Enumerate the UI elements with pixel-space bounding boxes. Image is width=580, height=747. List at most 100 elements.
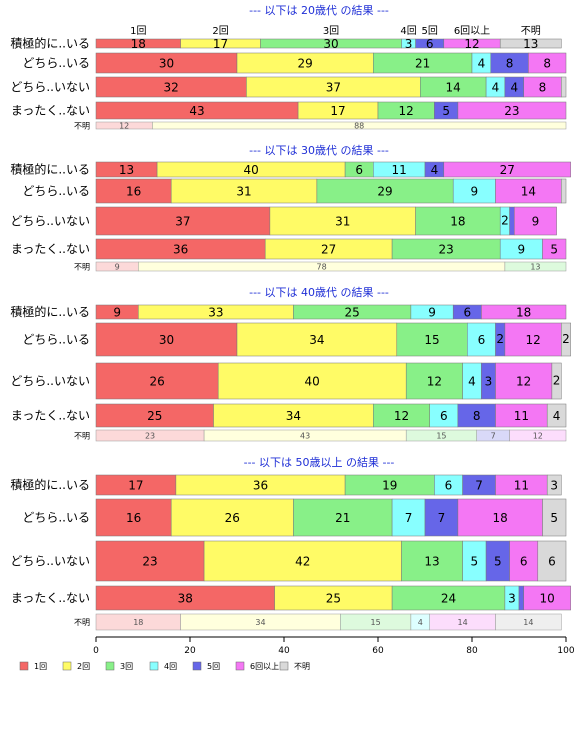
segment-value-label: 42 bbox=[295, 554, 310, 568]
segment-value-label: 8 bbox=[473, 409, 481, 423]
bar-segment bbox=[203, 540, 402, 582]
segment-value-label: 9 bbox=[532, 214, 540, 228]
bar-segment bbox=[523, 585, 571, 611]
top-category-label: 4回 bbox=[400, 25, 416, 37]
bar-segment bbox=[499, 38, 562, 49]
segment-value-label: 23 bbox=[142, 554, 157, 568]
group-title: --- 以下は 30歳代 の結果 --- bbox=[249, 143, 389, 157]
legend-label: 不明 bbox=[294, 662, 310, 671]
segment-value-label: 27 bbox=[321, 242, 336, 256]
segment-value-label: 24 bbox=[441, 591, 456, 605]
segment-value-label: 4 bbox=[553, 409, 561, 423]
unknown-segment-value-label: 12 bbox=[533, 432, 543, 441]
segment-value-label: 9 bbox=[518, 242, 526, 256]
segment-value-label: 13 bbox=[424, 554, 439, 568]
segment-value-label: 43 bbox=[189, 104, 204, 118]
segment-value-label: 25 bbox=[326, 591, 341, 605]
segment-value-label: 8 bbox=[543, 56, 551, 70]
segment-value-label: 40 bbox=[243, 163, 258, 177]
segment-value-label: 36 bbox=[253, 478, 268, 492]
segment-value-label: 25 bbox=[345, 305, 360, 319]
segment-value-label: 26 bbox=[149, 374, 164, 388]
bar-row: どちら..いない 26 40 12 4 3 12 2 bbox=[10, 362, 562, 400]
unknown-segment-value-label: 15 bbox=[371, 618, 381, 627]
segment-value-label: 4 bbox=[510, 80, 518, 94]
unknown-bar-segment bbox=[509, 429, 567, 442]
row-label: どちら..いない bbox=[10, 80, 90, 94]
bar-row: まったく..ない 36 27 23 9 5 bbox=[11, 238, 567, 260]
x-tick-label: 20 bbox=[184, 646, 196, 656]
row-label: まったく..ない bbox=[11, 104, 90, 118]
legend-label: 2回 bbox=[77, 662, 90, 671]
unknown-segment-value-label: 14 bbox=[458, 618, 468, 627]
bar-segment bbox=[518, 585, 524, 611]
segment-value-label: 18 bbox=[450, 214, 465, 228]
segment-value-label: 18 bbox=[131, 37, 146, 51]
segment-value-label: 8 bbox=[539, 80, 547, 94]
segment-value-label: 8 bbox=[506, 56, 514, 70]
bar-segment bbox=[391, 498, 426, 537]
row-label: どちら..いる bbox=[22, 56, 90, 70]
row-label: まったく..ない bbox=[11, 409, 90, 423]
bar-row: まったく..ない 38 25 24 3 10 bbox=[11, 585, 571, 611]
bar-segment bbox=[561, 322, 571, 357]
segment-value-label: 11 bbox=[514, 478, 529, 492]
segment-value-label: 13 bbox=[523, 37, 538, 51]
bar-segment bbox=[546, 474, 562, 496]
segment-value-label: 2 bbox=[562, 332, 570, 346]
segment-value-label: 4 bbox=[478, 56, 486, 70]
bar-segment bbox=[95, 362, 219, 400]
segment-value-label: 5 bbox=[550, 511, 558, 525]
unknown-segment-value-label: 13 bbox=[530, 263, 540, 272]
segment-value-label: 26 bbox=[225, 511, 240, 525]
segment-value-label: 12 bbox=[394, 409, 409, 423]
segment-value-label: 23 bbox=[439, 242, 454, 256]
row-label: 積極的に..いる bbox=[10, 162, 90, 177]
row-label: どちら..いる bbox=[22, 511, 90, 525]
segment-value-label: 14 bbox=[446, 80, 461, 94]
bar-segment bbox=[457, 101, 567, 120]
legend-swatch bbox=[105, 661, 115, 671]
legend-label: 3回 bbox=[120, 662, 133, 671]
segment-value-label: 6 bbox=[355, 163, 363, 177]
bar-segment bbox=[514, 206, 557, 236]
bar-row: 積極的に..いる 18 17 30 3 6 12 13 bbox=[10, 36, 562, 51]
bar-segment bbox=[542, 238, 567, 260]
unknown-bar-segment bbox=[495, 613, 562, 631]
segment-value-label: 16 bbox=[126, 184, 141, 198]
x-axis: 0 20 40 60 80 100 bbox=[93, 636, 575, 656]
segment-value-label: 7 bbox=[475, 478, 483, 492]
segment-value-label: 36 bbox=[173, 242, 188, 256]
bar-row: どちら..いる 16 31 29 9 14 bbox=[22, 178, 567, 204]
unknown-segment-value-label: 12 bbox=[119, 122, 129, 131]
legend-label: 4回 bbox=[164, 662, 177, 671]
bar-segment bbox=[217, 362, 407, 400]
segment-value-label: 12 bbox=[464, 37, 479, 51]
segment-value-label: 4 bbox=[492, 80, 500, 94]
bar-segment bbox=[542, 498, 567, 537]
segment-value-label: 37 bbox=[175, 214, 190, 228]
row-label: どちら..いない bbox=[10, 214, 90, 228]
group-title: --- 以下は 20歳代 の結果 --- bbox=[249, 3, 389, 17]
segment-value-label: 9 bbox=[471, 184, 479, 198]
segment-value-label: 3 bbox=[405, 37, 413, 51]
unknown-row-label: 不明 bbox=[74, 432, 90, 441]
bar-row: 積極的に..いる 17 36 19 6 7 11 3 bbox=[10, 474, 562, 496]
unknown-segment-value-label: 7 bbox=[491, 432, 496, 441]
segment-value-label: 3 bbox=[485, 374, 493, 388]
unknown-bar-row: 不明 18 34 15 4 14 14 bbox=[74, 613, 562, 631]
legend-swatch bbox=[19, 661, 29, 671]
unknown-segment-value-label: 14 bbox=[523, 618, 533, 627]
segment-value-label: 10 bbox=[540, 591, 555, 605]
bar-segment bbox=[293, 498, 393, 537]
unknown-row-label: 不明 bbox=[74, 122, 90, 131]
bar-row: どちら..いる 30 29 21 4 8 8 bbox=[22, 52, 567, 74]
bar-segment bbox=[528, 52, 567, 74]
top-category-label: 5回 bbox=[422, 25, 438, 37]
segment-value-label: 2 bbox=[501, 214, 509, 228]
row-label: どちら..いる bbox=[22, 184, 90, 198]
segment-value-label: 6 bbox=[478, 333, 486, 347]
bar-segment bbox=[509, 206, 515, 236]
bar-segment bbox=[537, 540, 567, 582]
segment-value-label: 4 bbox=[468, 374, 476, 388]
